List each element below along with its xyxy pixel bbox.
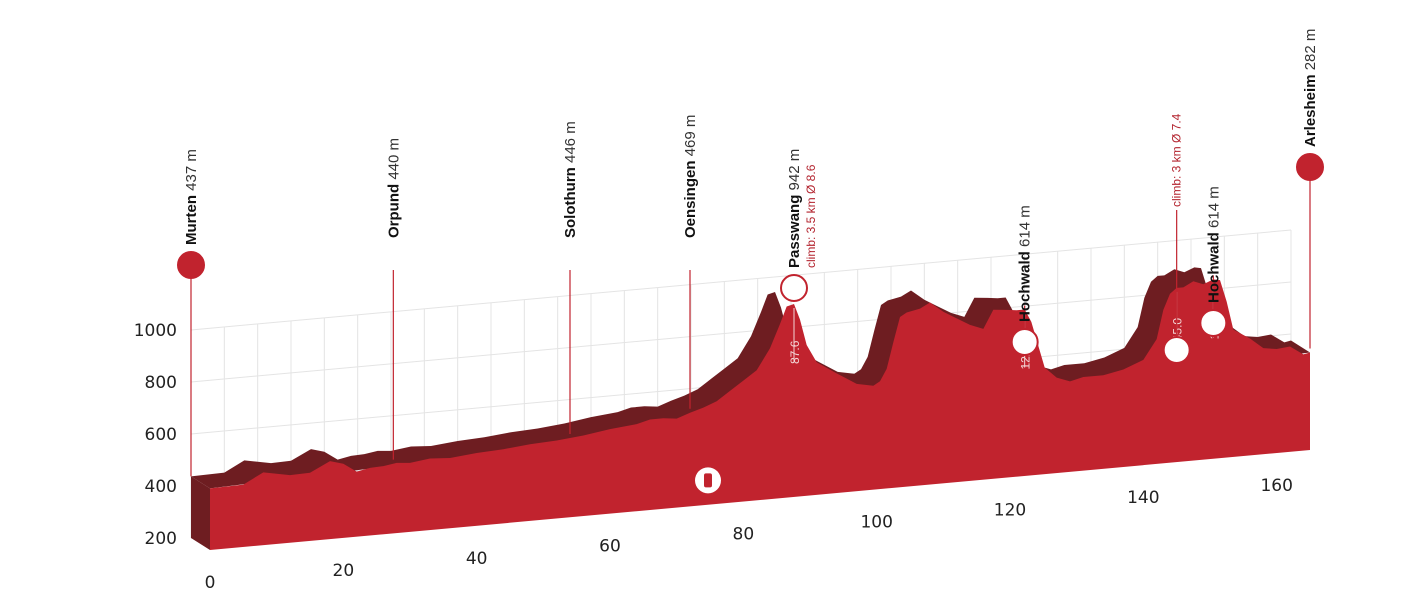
x-tick-label: 20 bbox=[333, 561, 355, 581]
x-tick-label: 140 bbox=[1127, 488, 1159, 508]
x-tick-label: 0 bbox=[205, 573, 216, 593]
finish-arch-icon bbox=[1296, 153, 1324, 181]
place-name: Hochwald bbox=[1205, 228, 1222, 303]
place-label: Passwang 942 m bbox=[786, 149, 803, 268]
x-axis: 0 20 40 60 80 100 120 140 160 bbox=[205, 476, 1293, 593]
mountain-cat3-icon bbox=[1162, 336, 1191, 364]
place-altitude: 614 m bbox=[1017, 205, 1034, 247]
x-tick-label: 100 bbox=[860, 512, 892, 532]
grid-line-horizontal bbox=[190, 281, 1292, 383]
y-tick-label: 200 bbox=[145, 529, 177, 549]
place-markers: Murten 437 m Orpund 440 m Solothurn 446 m O… bbox=[177, 29, 1324, 477]
y-tick-label: 800 bbox=[145, 373, 177, 393]
profile-left-face bbox=[191, 476, 210, 550]
place-name: Arlesheim bbox=[1302, 70, 1319, 147]
climb-note: climb: 3.5 km Ø 8.6 bbox=[804, 164, 818, 268]
place-name: Passwang bbox=[786, 190, 803, 268]
place-label: Hochwald 614 m bbox=[1017, 205, 1034, 322]
place-altitude: 446 m bbox=[562, 121, 579, 163]
place-name: Oensingen bbox=[682, 156, 699, 238]
mountain-cat2-icon bbox=[780, 274, 808, 302]
place-label: Murten 437 m bbox=[183, 149, 200, 245]
sprint-cyclist-icon bbox=[1010, 328, 1039, 356]
grid-line-horizontal bbox=[190, 229, 1292, 331]
x-tick-label: 120 bbox=[994, 500, 1026, 520]
place-altitude: 469 m bbox=[682, 115, 699, 157]
sprint-cyclist-icon bbox=[1199, 309, 1228, 337]
y-axis: 200 400 600 800 1000 bbox=[134, 321, 177, 549]
place-label: Arlesheim 282 m bbox=[1302, 29, 1319, 147]
km-marker-label: 87.6 bbox=[788, 340, 802, 364]
place-label: Orpund 440 m bbox=[385, 138, 402, 238]
bottle-icon-body bbox=[704, 473, 712, 488]
y-tick-label: 600 bbox=[145, 425, 177, 445]
place-altitude: 942 m bbox=[786, 149, 803, 191]
place-label: Oensingen 469 m bbox=[682, 115, 699, 238]
x-tick-label: 80 bbox=[733, 525, 755, 545]
x-tick-label: 60 bbox=[599, 537, 621, 557]
place-altitude: 614 m bbox=[1205, 186, 1222, 228]
place-label: Hochwald 614 m bbox=[1205, 186, 1222, 303]
y-tick-label: 400 bbox=[145, 477, 177, 497]
place-altitude: 282 m bbox=[1302, 29, 1319, 71]
x-tick-label: 40 bbox=[466, 549, 488, 569]
place-name: Solothurn bbox=[562, 163, 579, 238]
place-altitude: 437 m bbox=[183, 149, 200, 191]
place-altitude: 440 m bbox=[385, 138, 402, 180]
place-name: Orpund bbox=[385, 180, 402, 238]
place-label: Solothurn 446 m bbox=[562, 121, 579, 238]
y-tick-label: 1000 bbox=[134, 321, 177, 341]
x-tick-label: 160 bbox=[1260, 476, 1292, 496]
place-name: Murten bbox=[183, 191, 200, 245]
place-name: Hochwald bbox=[1017, 247, 1034, 322]
climb-note: climb: 3 km Ø 7.4 bbox=[1170, 113, 1184, 207]
start-flag-icon bbox=[177, 251, 205, 279]
